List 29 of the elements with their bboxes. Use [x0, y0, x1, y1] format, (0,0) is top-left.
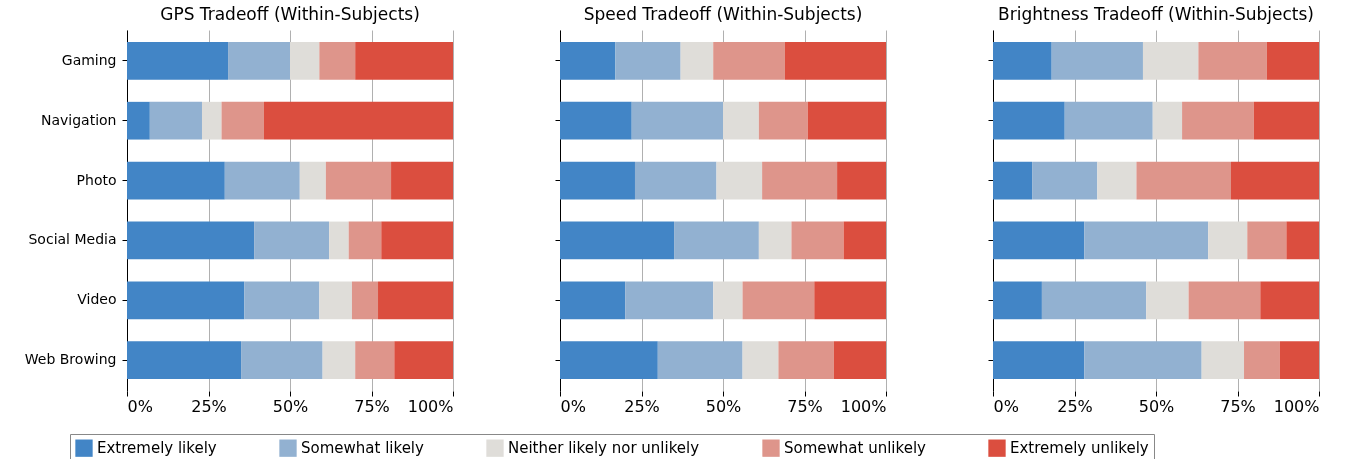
x-tick-label: 100%: [840, 396, 887, 416]
legend-label: Somewhat likely: [301, 439, 425, 458]
x-tick-label: 25%: [624, 396, 660, 416]
legend-label: Extremely likely: [97, 439, 217, 458]
legend-label: Extremely unlikely: [1010, 439, 1149, 458]
y-tick-label: Video: [77, 291, 117, 308]
x-tick-label: 0%: [560, 396, 586, 416]
legend-label: Neither likely nor unlikely: [508, 439, 700, 458]
x-tick-label: 75%: [1220, 396, 1256, 416]
x-tick-label: 100%: [407, 396, 454, 416]
y-tick-label: Web Browing: [24, 351, 117, 368]
x-tick-label: 50%: [272, 396, 309, 416]
x-tick-label: 100%: [1273, 396, 1320, 416]
chart-title: Speed Tradeoff (Within-Subjects): [583, 4, 863, 24]
chart-title: GPS Tradeoff (Within-Subjects): [160, 4, 420, 24]
x-tick-label: 50%: [1138, 396, 1175, 416]
x-tick-label: 25%: [191, 396, 227, 416]
y-tick-label: Photo: [76, 171, 117, 188]
x-tick-label: 50%: [705, 396, 742, 416]
x-tick-label: 25%: [1057, 396, 1093, 416]
x-tick-label: 75%: [354, 396, 390, 416]
legend-label: Somewhat unlikely: [784, 439, 927, 458]
x-tick-label: 0%: [993, 396, 1019, 416]
y-tick-label: Navigation: [40, 111, 117, 128]
y-tick-label: Gaming: [61, 51, 117, 68]
y-tick-label: Social Media: [28, 231, 117, 248]
x-tick-label: 0%: [127, 396, 153, 416]
chart-title: Brightness Tradeoff (Within-Subjects): [998, 4, 1314, 24]
x-tick-label: 75%: [787, 396, 823, 416]
